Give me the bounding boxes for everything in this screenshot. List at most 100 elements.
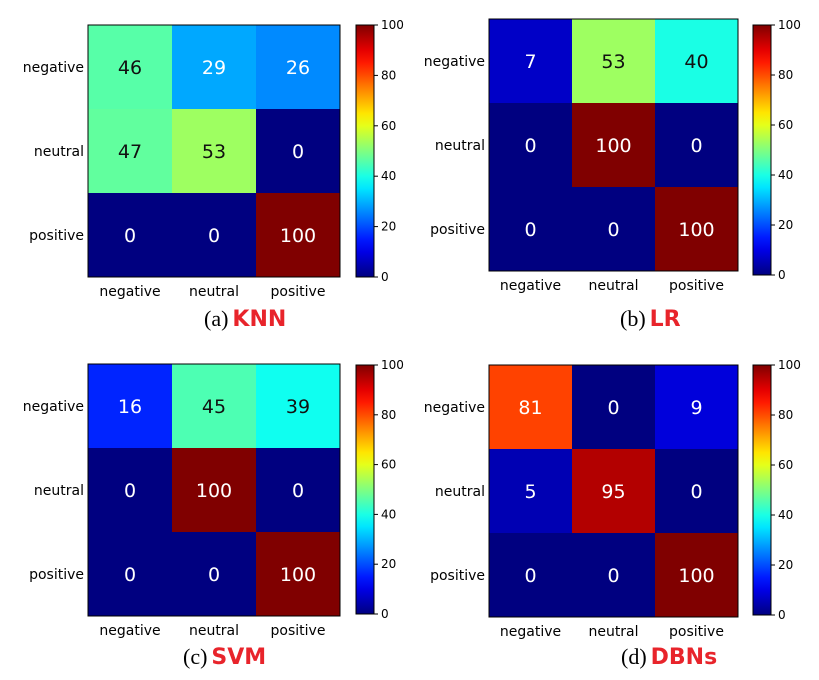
heatmap-cell [172, 364, 256, 448]
cell-value-label: 0 [524, 135, 536, 157]
cell-value-label: 100 [280, 564, 316, 586]
caption-method: DBNs [650, 645, 718, 670]
cell-value-label: 100 [678, 565, 714, 587]
heatmap-cell [489, 103, 572, 187]
cell-value-label: 40 [684, 51, 708, 73]
y-tick-label: positive [430, 568, 485, 584]
colorbar-tick-label: 60 [381, 119, 396, 133]
y-tick-label: negative [424, 400, 485, 416]
colorbar-tick-label: 60 [778, 118, 793, 132]
colorbar [355, 24, 375, 278]
x-tick-label: positive [669, 624, 724, 640]
colorbar-tick-label: 100 [381, 18, 404, 32]
heatmap-cell [489, 533, 572, 617]
cell-value-label: 0 [292, 141, 304, 163]
colorbar [752, 364, 772, 616]
colorbar-tick-label: 20 [778, 558, 793, 572]
caption-letter: (b) [620, 306, 646, 331]
heatmap-svg-dbns: 81 0 95 95 00 0 100negativeneutralpositivenega… [424, 358, 801, 640]
colorbar-tick-label: 20 [778, 218, 793, 232]
heatmap-panel-svm: 16 45 39 0 100 0 0 0 100 negative neutral positive n… [0, 340, 410, 680]
colorbar-tick-label: 20 [381, 557, 396, 571]
colorbar-tick-label: 0 [381, 607, 389, 621]
heatmap-cell [172, 109, 256, 193]
caption-letter: (a) [204, 306, 229, 331]
caption-svm: (c) SVM [183, 644, 266, 670]
y-tick-label: neutral [435, 138, 485, 154]
x-tick-label: neutral [189, 284, 239, 300]
colorbar [355, 364, 375, 615]
y-tick-label: neutral [34, 483, 84, 499]
cell-value-label: 46 [118, 57, 142, 79]
colorbar-tick-label: 0 [778, 608, 786, 622]
heatmap-cell [489, 365, 572, 449]
caption-lr: (b) LR [620, 306, 681, 332]
cell-value-label: 100 [595, 135, 631, 157]
cell-value-label: 100 [196, 480, 232, 502]
y-tick-label: neutral [34, 144, 84, 160]
heatmap-panel-dbns: 81 0 9 5 95 0 0 0 100 negative neutral positive nega… [410, 340, 819, 680]
cell-value-label: 0 [607, 219, 619, 241]
heatmap-cell [655, 103, 738, 187]
heatmap-cell [489, 187, 572, 271]
heatmap-cell [655, 365, 738, 449]
x-tick-label: positive [669, 278, 724, 294]
cell-value-label: 81 [518, 397, 542, 419]
cell-value-label: 0 [208, 564, 220, 586]
x-tick-label: positive [271, 623, 326, 639]
colorbar-tick-label: 0 [778, 268, 786, 282]
colorbar-tick-label: 80 [778, 408, 793, 422]
cell-value-label: 0 [524, 219, 536, 241]
heatmap-cell [172, 532, 256, 616]
x-tick-label: neutral [189, 623, 239, 639]
heatmap-cell [655, 449, 738, 533]
caption-method: LR [649, 307, 681, 332]
heatmap-border [87, 363, 341, 617]
colorbar-tick-label: 0 [381, 270, 389, 284]
heatmap-cell [256, 193, 340, 277]
heatmap-cell [88, 193, 172, 277]
heatmap-cell [172, 448, 256, 532]
cell-value-label: 16 [118, 396, 142, 418]
heatmap-cell [172, 25, 256, 109]
cell-value-label: 0 [690, 135, 702, 157]
cell-value-label: 0 [292, 480, 304, 502]
heatmap-cell [489, 19, 572, 103]
x-tick-label: neutral [588, 278, 638, 294]
heatmap-cell [88, 109, 172, 193]
cell-value-label: 0 [524, 565, 536, 587]
cell-value-label: 39 [286, 396, 310, 418]
x-tick-label: negative [500, 624, 561, 640]
cell-value-label: 53 [601, 51, 625, 73]
y-tick-label: negative [23, 60, 84, 76]
caption-dbns: (d) DBNs [621, 644, 717, 670]
heatmap-panel-lr: 7 53 40 0 100 0 0 0 100 negative neutral positive ne… [410, 0, 819, 340]
colorbar-tick-label: 100 [778, 358, 801, 372]
caption-letter: (c) [183, 644, 208, 669]
cell-value-label: 53 [202, 141, 226, 163]
colorbar-tick-label: 60 [778, 458, 793, 472]
cell-value-label: 0 [607, 397, 619, 419]
y-tick-label: neutral [435, 484, 485, 500]
caption-method: KNN [232, 307, 287, 332]
colorbar-tick-label: 100 [778, 18, 801, 32]
cell-value-label: 95 [601, 481, 625, 503]
y-tick-label: positive [430, 222, 485, 238]
heatmap-cell [572, 365, 655, 449]
cell-value-label: 0 [124, 480, 136, 502]
y-tick-label: negative [23, 399, 84, 415]
colorbar [752, 24, 772, 276]
heatmap-panel-knn: 46 29 26 47 53 0 0 0 100 negative neutral positive n… [0, 0, 410, 340]
heatmap-cell [655, 533, 738, 617]
cell-value-label: 100 [678, 219, 714, 241]
heatmap-cell [256, 532, 340, 616]
heatmap-border [488, 18, 739, 272]
heatmap-cell [655, 187, 738, 271]
y-tick-label: positive [29, 228, 84, 244]
cell-value-label: 45 [202, 396, 226, 418]
caption-method: SVM [211, 645, 267, 670]
cell-value-label: 0 [124, 225, 136, 247]
heatmap-cell [256, 448, 340, 532]
cell-value-label: 7 [524, 51, 536, 73]
heatmap-svg-svm: 16 45 39 0 100 0 0 0 100 negative neutral positive n… [23, 358, 404, 639]
